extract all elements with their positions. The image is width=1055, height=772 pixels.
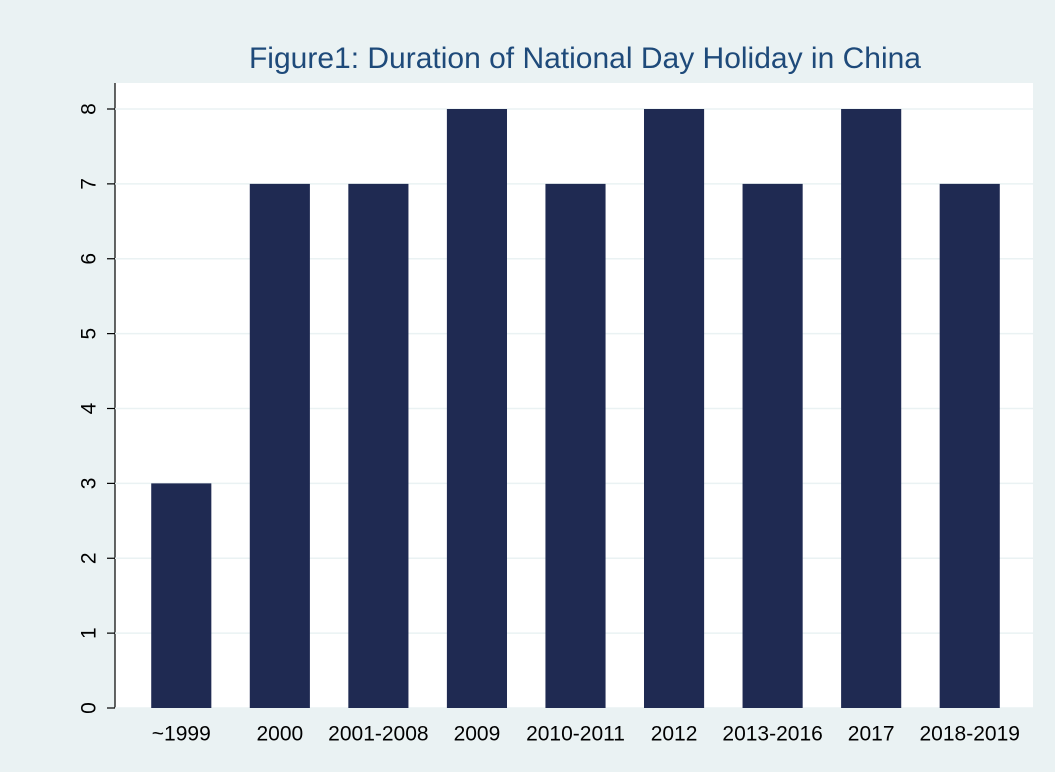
x-tick-label: 2001-2008	[328, 723, 428, 746]
x-tick-label: ~1999	[152, 723, 211, 746]
bar	[249, 183, 310, 708]
bar	[151, 483, 212, 708]
y-tick-label: 6	[78, 253, 101, 265]
x-tick-label: 2000	[256, 723, 303, 746]
x-tick-label: 2009	[454, 723, 501, 746]
y-tick-label: 8	[78, 103, 101, 115]
bar	[643, 109, 705, 708]
y-tick-label: 3	[78, 478, 101, 490]
bar	[841, 109, 902, 708]
bar	[446, 109, 508, 708]
bar	[348, 183, 409, 708]
y-tick-label: 2	[78, 552, 101, 564]
chart-title: Figure1: Duration of National Day Holida…	[249, 42, 921, 75]
x-tick-label: 2017	[848, 723, 895, 746]
bar	[939, 183, 1000, 708]
x-tick-label: 2013-2016	[722, 723, 822, 746]
y-tick-label: 5	[78, 328, 101, 340]
y-tick-label: 1	[78, 627, 101, 639]
bar	[742, 183, 803, 708]
x-tick-label: 2018-2019	[920, 723, 1020, 746]
x-tick-label: 2012	[651, 723, 698, 746]
bar	[545, 183, 606, 708]
x-tick-label: 2010-2011	[526, 723, 625, 746]
y-tick-label: 0	[78, 702, 101, 714]
y-tick-label: 4	[78, 402, 101, 414]
y-tick-label: 7	[78, 178, 101, 190]
